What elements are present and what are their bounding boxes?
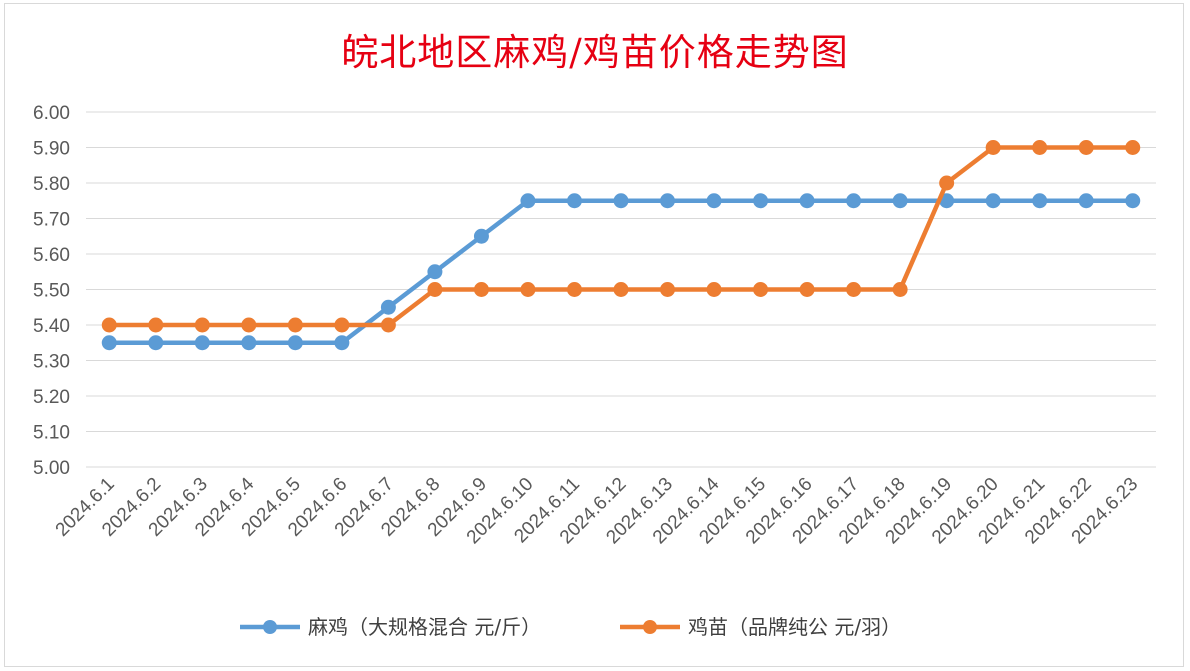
legend-label: 麻鸡（大规格混合 元/斤） [308, 615, 541, 639]
data-point [1078, 140, 1094, 155]
y-tick-label: 6.00 [33, 103, 70, 124]
data-point [287, 335, 303, 351]
y-tick-label: 5.80 [33, 174, 70, 195]
chart-frame [4, 3, 1184, 667]
data-point [985, 140, 1001, 155]
data-point [613, 193, 629, 209]
data-point [101, 317, 117, 333]
data-point [1032, 193, 1048, 209]
data-point [520, 282, 536, 297]
data-point [520, 193, 536, 209]
data-point [241, 335, 257, 351]
data-point [799, 282, 815, 297]
legend-item-2: 鸡苗（品牌纯公 元/羽） [620, 615, 901, 639]
series-2 [101, 140, 1141, 333]
data-point [985, 193, 1001, 209]
data-point [380, 299, 396, 315]
data-point [939, 175, 955, 191]
data-point [334, 335, 350, 351]
data-point [892, 282, 908, 297]
data-point [194, 335, 210, 351]
y-tick-label: 5.50 [33, 281, 70, 302]
data-point [148, 335, 164, 351]
series-1 [101, 193, 1141, 351]
data-point [1125, 140, 1141, 155]
data-point [473, 282, 489, 297]
data-point [846, 282, 862, 297]
data-point [660, 193, 676, 209]
data-point [846, 193, 862, 209]
legend-item-1: 麻鸡（大规格混合 元/斤） [240, 615, 541, 639]
data-point [566, 282, 582, 297]
y-tick-label: 5.90 [33, 139, 70, 160]
data-point [1125, 193, 1141, 209]
data-point [1078, 193, 1094, 209]
legend-label: 鸡苗（品牌纯公 元/羽） [688, 615, 901, 639]
data-point [473, 228, 489, 244]
data-point [660, 282, 676, 297]
series-line [109, 145, 1133, 328]
series-line [109, 198, 1133, 345]
y-tick-label: 5.30 [33, 352, 70, 373]
data-point [892, 193, 908, 209]
data-point [706, 193, 722, 209]
x-axis-tick-labels: 2024.6.12024.6.22024.6.32024.6.42024.6.5… [52, 473, 1143, 548]
data-point [427, 282, 443, 297]
data-point [241, 317, 257, 333]
series-layer [101, 140, 1141, 351]
data-point [753, 282, 769, 297]
data-point [566, 193, 582, 209]
data-point [148, 317, 164, 333]
data-point [380, 317, 396, 333]
y-tick-label: 5.00 [33, 458, 70, 479]
data-point [334, 317, 350, 333]
y-tick-label: 5.40 [33, 316, 70, 337]
data-point [799, 193, 815, 209]
y-axis-tick-labels: 5.00 5.10 5.20 5.30 5.40 5.50 5.60 5.70 5.80 5.90… [33, 103, 70, 479]
y-tick-label: 5.60 [33, 245, 70, 266]
y-tick-label: 5.20 [33, 387, 70, 408]
y-tick-label: 5.10 [33, 423, 70, 444]
data-point [101, 335, 117, 351]
data-point [427, 264, 443, 280]
data-point [753, 193, 769, 209]
data-point [613, 282, 629, 297]
data-point [194, 317, 210, 333]
data-point [287, 317, 303, 333]
data-point [706, 282, 722, 297]
chart-title: 皖北地区麻鸡/鸡苗价格走势图 [341, 31, 849, 74]
legend: 麻鸡（大规格混合 元/斤） 鸡苗（品牌纯公 元/羽） [240, 615, 901, 639]
legend-marker [263, 620, 277, 634]
data-point [1032, 140, 1048, 155]
legend-marker [643, 620, 657, 634]
y-tick-label: 5.70 [33, 210, 70, 231]
